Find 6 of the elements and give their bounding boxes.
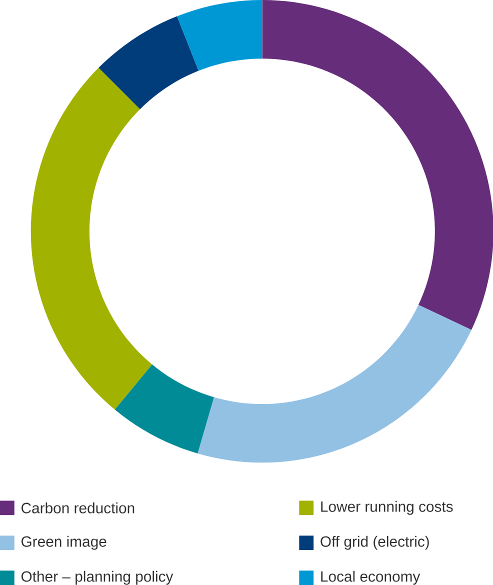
legend-label: Off grid (electric) [320, 536, 429, 550]
legend-label: Local economy [320, 570, 420, 585]
legend-label: Carbon reduction [21, 502, 134, 514]
legend-label: Other – planning policy [21, 570, 173, 585]
legend-label: Lower running costs [320, 500, 453, 515]
legend-label: Green image [21, 536, 106, 550]
